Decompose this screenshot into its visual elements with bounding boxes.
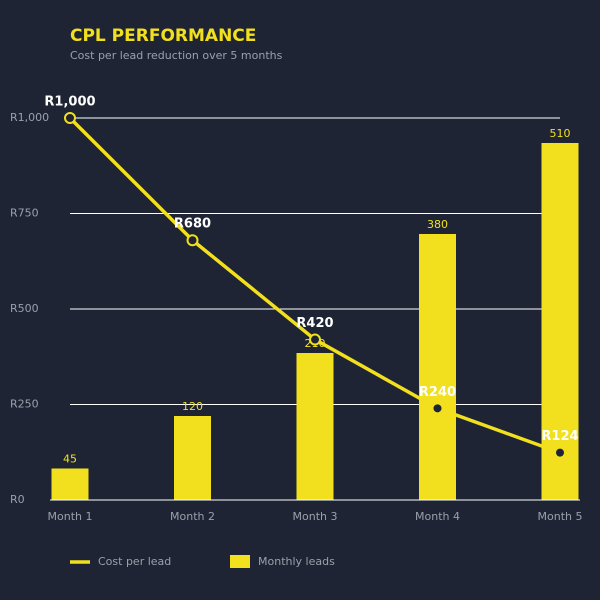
- bar-value-label: 510: [550, 127, 571, 140]
- x-tick-label: Month 4: [415, 510, 460, 523]
- y-tick-label: R0: [10, 493, 25, 506]
- x-tick-label: Month 5: [538, 510, 583, 523]
- bar: [541, 142, 579, 500]
- y-tick-label: R750: [10, 207, 39, 220]
- line-marker: [309, 333, 321, 346]
- y-tick-label: R500: [10, 302, 39, 315]
- y-tick-label: R1,000: [10, 111, 49, 124]
- x-tick-label: Month 2: [170, 510, 215, 523]
- chart-subtitle: Cost per lead reduction over 5 months: [70, 49, 283, 62]
- line-marker: [554, 446, 566, 459]
- legend-label: Monthly leads: [258, 555, 335, 568]
- line-marker: [64, 112, 76, 124]
- line-marker: [186, 234, 199, 247]
- line-marker: [431, 402, 444, 415]
- legend-label: Cost per lead: [98, 555, 171, 568]
- bar-value-label: 380: [427, 218, 448, 231]
- bar-value-label: 120: [182, 400, 203, 413]
- bar: [296, 352, 334, 500]
- line-value-label: R1,000: [44, 95, 95, 110]
- bar: [419, 233, 456, 500]
- line-value-label: R420: [296, 316, 333, 331]
- line-value-label: R124: [541, 429, 578, 444]
- x-tick-label: Month 1: [48, 510, 93, 523]
- legend-swatch: [230, 555, 250, 568]
- chart-title: CPL PERFORMANCE: [70, 26, 256, 46]
- line-value-label: R240: [419, 385, 456, 400]
- bar: [51, 468, 89, 500]
- bar-value-label: 45: [63, 452, 77, 465]
- line-value-label: R680: [174, 217, 211, 232]
- bar: [174, 415, 211, 500]
- x-tick-label: Month 3: [293, 510, 338, 523]
- y-tick-label: R250: [10, 398, 39, 411]
